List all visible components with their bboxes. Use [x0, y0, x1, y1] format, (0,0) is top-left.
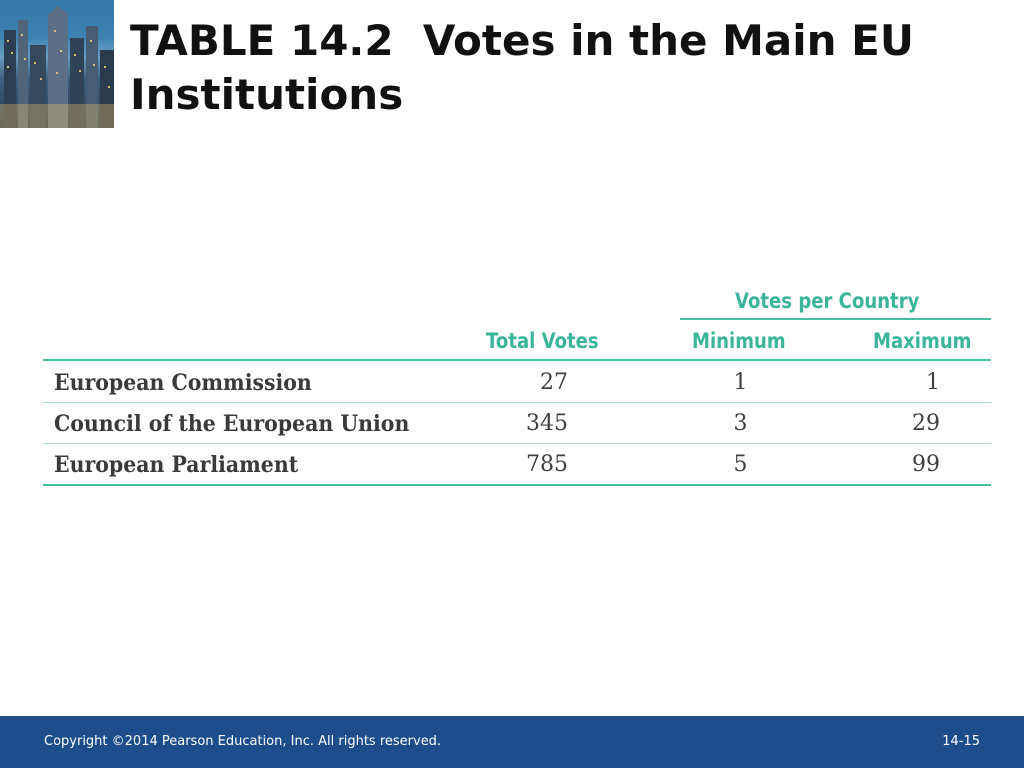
row-label-council-of-the-european-union: Council of the European Union: [54, 411, 410, 437]
city-skyline-image: [0, 0, 114, 128]
table-bottom-rule: [43, 484, 991, 486]
header-bottom-rule: [43, 359, 991, 361]
column-header-maximum: Maximum: [873, 329, 972, 353]
row-divider: [43, 402, 991, 403]
cell-minimum: 5: [733, 452, 748, 477]
cell-maximum: 29: [912, 411, 940, 436]
cell-maximum: 99: [912, 452, 940, 477]
cell-total-votes: 345: [526, 411, 568, 436]
copyright-text: Copyright ©2014 Pearson Education, Inc. …: [44, 734, 442, 749]
group-header-votes-per-country: Votes per Country: [735, 289, 920, 313]
votes-table: Votes per Country Total Votes Minimum Ma…: [43, 280, 991, 490]
column-header-minimum: Minimum: [692, 329, 786, 353]
cell-total-votes: 785: [526, 452, 568, 477]
cell-minimum: 1: [733, 370, 748, 395]
slide-title: TABLE 14.2 Votes in the Main EU Institut…: [130, 16, 929, 119]
group-header-rule: [680, 318, 991, 320]
row-label-european-parliament: European Parliament: [54, 452, 299, 478]
column-header-total-votes: Total Votes: [486, 329, 599, 353]
cell-total-votes: 27: [540, 370, 568, 395]
footer-bar: Copyright ©2014 Pearson Education, Inc. …: [0, 716, 1024, 768]
row-label-european-commission: European Commission: [54, 370, 312, 396]
cell-minimum: 3: [733, 411, 748, 436]
row-divider: [43, 443, 991, 444]
cell-maximum: 1: [926, 370, 940, 395]
skyline-graphic: [0, 0, 114, 128]
page-number: 14-15: [942, 734, 980, 749]
